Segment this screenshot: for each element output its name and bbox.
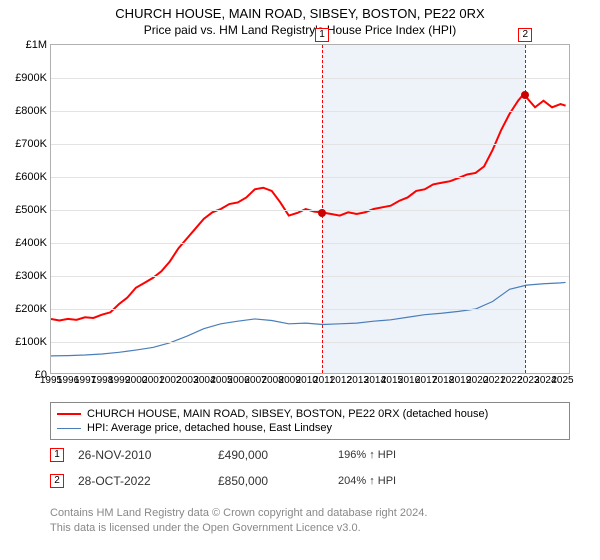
sale-point-1: [318, 209, 326, 217]
y-tick-label: £100K: [15, 336, 51, 348]
sale-hpi: 196% ↑ HPI: [338, 449, 478, 461]
legend-label: CHURCH HOUSE, MAIN ROAD, SIBSEY, BOSTON,…: [87, 408, 488, 420]
y-gridline: [51, 276, 569, 277]
chart-subtitle: Price paid vs. HM Land Registry's House …: [0, 21, 600, 41]
sale-row-marker: 1: [50, 448, 64, 462]
y-tick-label: £900K: [15, 72, 51, 84]
legend-swatch: [57, 413, 81, 415]
y-tick-label: £300K: [15, 270, 51, 282]
legend-item: CHURCH HOUSE, MAIN ROAD, SIBSEY, BOSTON,…: [57, 407, 563, 421]
sale-row-marker: 2: [50, 474, 64, 488]
sale-marker-2: 2: [518, 28, 532, 42]
sale-date: 28-OCT-2022: [78, 474, 218, 488]
footer-line-2: This data is licensed under the Open Gov…: [50, 521, 427, 536]
sale-point-2: [521, 91, 529, 99]
y-gridline: [51, 111, 569, 112]
y-tick-label: £200K: [15, 303, 51, 315]
legend-label: HPI: Average price, detached house, East…: [87, 422, 332, 434]
chart-plot-area: £0£100K£200K£300K£400K£500K£600K£700K£80…: [50, 44, 570, 374]
sale-date: 26-NOV-2010: [78, 448, 218, 462]
y-gridline: [51, 342, 569, 343]
series-property-line: [51, 94, 566, 320]
sale-row-1: 1 26-NOV-2010£490,000196% ↑ HPI: [50, 448, 478, 462]
sale-marker-1: 1: [315, 28, 329, 42]
y-gridline: [51, 78, 569, 79]
sale-price: £850,000: [218, 474, 338, 488]
y-tick-label: £1M: [26, 39, 51, 51]
sale-row-2: 2 28-OCT-2022£850,000204% ↑ HPI: [50, 474, 478, 488]
y-gridline: [51, 144, 569, 145]
y-tick-label: £800K: [15, 105, 51, 117]
legend-item: HPI: Average price, detached house, East…: [57, 421, 563, 435]
y-tick-label: £500K: [15, 204, 51, 216]
y-gridline: [51, 210, 569, 211]
y-gridline: [51, 177, 569, 178]
sale-hpi: 204% ↑ HPI: [338, 475, 478, 487]
y-tick-label: £600K: [15, 171, 51, 183]
footer-attribution: Contains HM Land Registry data © Crown c…: [50, 506, 427, 536]
y-gridline: [51, 243, 569, 244]
legend: CHURCH HOUSE, MAIN ROAD, SIBSEY, BOSTON,…: [50, 402, 570, 440]
legend-swatch: [57, 428, 81, 429]
y-tick-label: £700K: [15, 138, 51, 150]
y-tick-label: £400K: [15, 237, 51, 249]
x-tick-label: 2025: [551, 373, 573, 386]
chart-title: CHURCH HOUSE, MAIN ROAD, SIBSEY, BOSTON,…: [0, 0, 600, 21]
series-hpi-line: [51, 282, 566, 355]
footer-line-1: Contains HM Land Registry data © Crown c…: [50, 506, 427, 521]
sale-price: £490,000: [218, 448, 338, 462]
y-gridline: [51, 309, 569, 310]
chart-lines-svg: [51, 45, 569, 373]
